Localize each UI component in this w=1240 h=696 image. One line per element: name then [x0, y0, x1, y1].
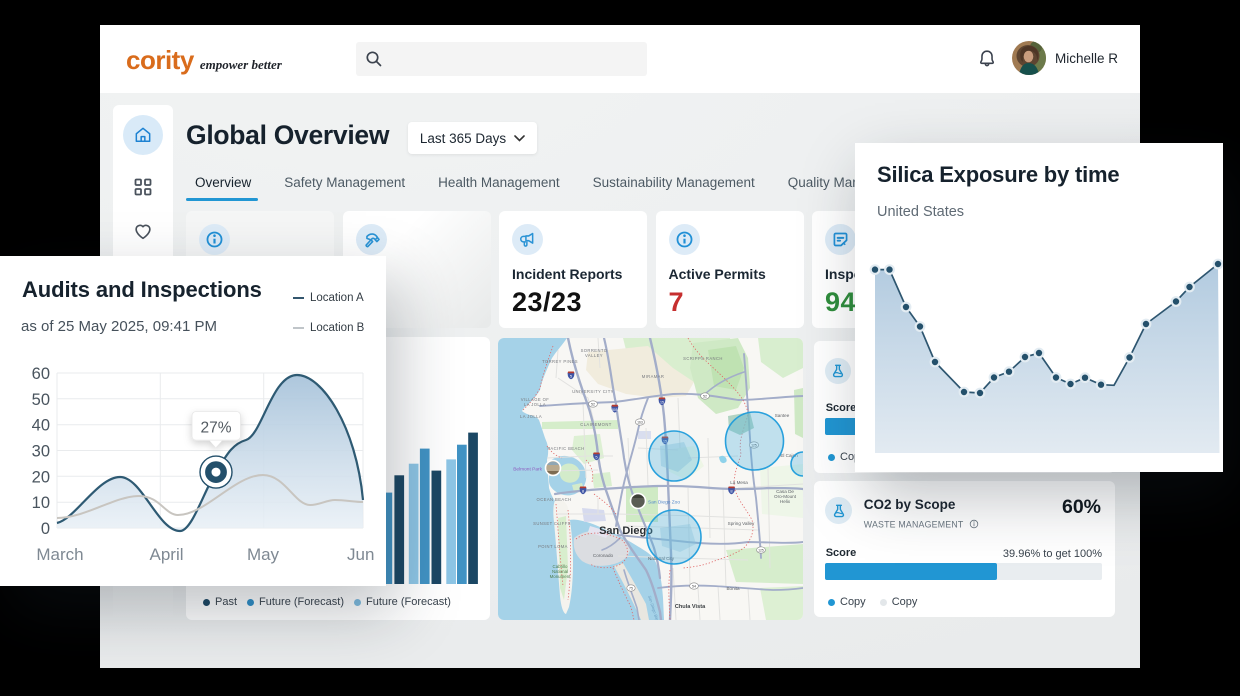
svg-text:National: National	[552, 569, 568, 574]
svg-text:0: 0	[41, 520, 50, 538]
svg-text:SUNSET CLIFFS: SUNSET CLIFFS	[533, 521, 571, 526]
svg-text:April: April	[149, 545, 183, 564]
svg-text:San Diego Zoo: San Diego Zoo	[648, 500, 680, 506]
svg-text:OCEAN BEACH: OCEAN BEACH	[537, 497, 572, 502]
svg-text:163: 163	[637, 421, 643, 425]
svg-text:La Mesa: La Mesa	[730, 480, 748, 485]
svg-text:LA JOLLA: LA JOLLA	[524, 402, 546, 407]
svg-text:March: March	[36, 545, 83, 564]
svg-text:San Diego: San Diego	[599, 525, 653, 537]
svg-text:Coronado: Coronado	[593, 553, 614, 558]
svg-text:40: 40	[32, 417, 50, 435]
svg-text:10: 10	[32, 494, 50, 512]
svg-text:National City: National City	[648, 556, 675, 561]
svg-text:Casa De: Casa De	[776, 489, 794, 494]
svg-text:15: 15	[660, 401, 664, 405]
svg-text:Helix: Helix	[780, 499, 791, 504]
svg-text:LA JOLLA: LA JOLLA	[520, 414, 542, 419]
svg-text:Jun: Jun	[347, 545, 374, 564]
svg-text:Monument: Monument	[550, 574, 572, 579]
svg-text:VILLAGE OF: VILLAGE OF	[521, 397, 549, 402]
svg-text:Chula Vista: Chula Vista	[675, 604, 706, 610]
svg-text:75: 75	[629, 587, 633, 591]
svg-text:Belmont Park: Belmont Park	[513, 467, 542, 473]
svg-text:8: 8	[582, 489, 585, 494]
svg-text:SORRENTO: SORRENTO	[581, 348, 608, 353]
svg-text:125: 125	[758, 549, 764, 553]
svg-text:SCRIPPS RANCH: SCRIPPS RANCH	[683, 356, 723, 361]
svg-text:POINT LOMA: POINT LOMA	[538, 544, 568, 549]
svg-text:805: 805	[612, 408, 618, 412]
svg-text:52: 52	[703, 395, 707, 399]
svg-text:27%: 27%	[200, 420, 231, 437]
svg-text:125: 125	[751, 444, 757, 448]
svg-text:TORREY PINES: TORREY PINES	[542, 359, 578, 364]
svg-text:50: 50	[32, 391, 50, 409]
svg-text:El Cajon: El Cajon	[780, 453, 798, 458]
svg-text:Spring Valley: Spring Valley	[728, 521, 755, 526]
svg-text:5: 5	[595, 455, 598, 460]
svg-text:Bonita: Bonita	[726, 586, 739, 591]
svg-text:VALLEY: VALLEY	[585, 353, 603, 358]
svg-text:54: 54	[692, 585, 696, 589]
svg-text:20: 20	[32, 468, 50, 486]
svg-text:PACIFIC BEACH: PACIFIC BEACH	[548, 446, 585, 451]
svg-text:May: May	[247, 545, 280, 564]
svg-text:MIRAMAR: MIRAMAR	[642, 374, 665, 379]
svg-text:Oro-Mount: Oro-Mount	[774, 494, 797, 499]
svg-text:30: 30	[32, 443, 50, 461]
svg-text:UNIVERSITY CITY: UNIVERSITY CITY	[572, 389, 614, 394]
svg-text:60: 60	[32, 365, 50, 383]
svg-text:Santee: Santee	[775, 413, 790, 418]
svg-text:CLAIREMONT: CLAIREMONT	[580, 422, 611, 427]
svg-text:5: 5	[570, 374, 573, 379]
svg-text:15: 15	[663, 440, 667, 444]
svg-text:8: 8	[730, 489, 733, 494]
svg-text:52: 52	[591, 403, 595, 407]
svg-text:Cabrillo: Cabrillo	[553, 564, 568, 569]
